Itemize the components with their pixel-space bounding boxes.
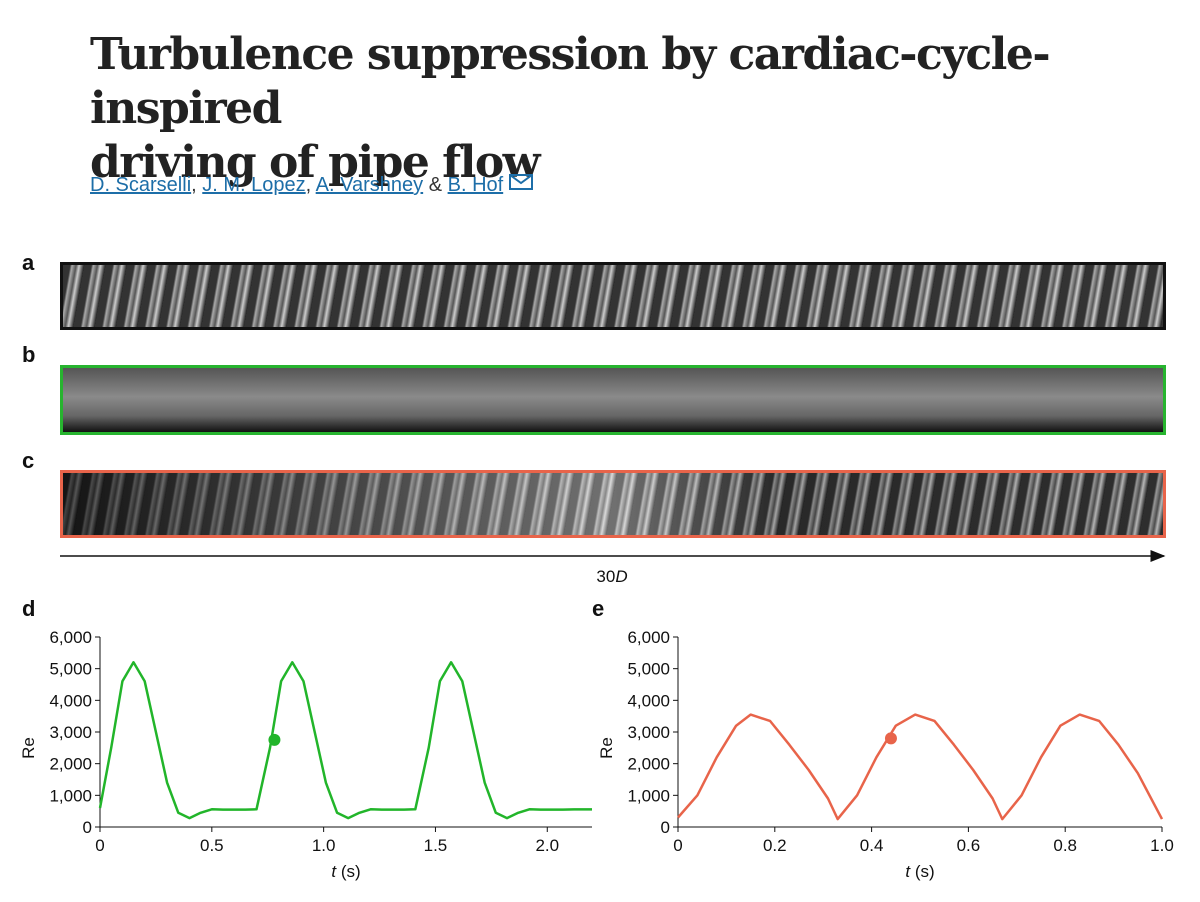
y-tick-label: 4,000: [49, 691, 92, 710]
email-icon[interactable]: [508, 174, 533, 190]
x-var: t: [331, 862, 337, 881]
x-tick-label: 0.8: [1053, 836, 1077, 855]
x-tick-label: 0: [673, 836, 682, 855]
y-tick-label: 6,000: [627, 628, 670, 647]
phase-marker: [268, 733, 281, 746]
y-tick-label: 4,000: [627, 691, 670, 710]
scale-unit: D: [615, 567, 627, 586]
article-title: Turbulence suppression by cardiac-cycle-…: [90, 28, 1200, 190]
x-tick-label: 2.0: [535, 836, 559, 855]
panel-label: c: [22, 448, 34, 473]
panel-label: e: [592, 596, 604, 621]
image-turbulent: [60, 262, 1166, 330]
x-tick-label: 0.5: [200, 836, 224, 855]
y-axis-label: Re: [19, 737, 38, 759]
y-tick-label: 1,000: [627, 786, 670, 805]
x-tick-label: 1.5: [424, 836, 448, 855]
y-axis-label: Re: [597, 737, 616, 759]
y-tick-label: 3,000: [49, 723, 92, 742]
y-tick-label: 0: [83, 818, 92, 837]
panel-label: a: [22, 250, 35, 275]
phase-marker: [884, 732, 897, 745]
y-tick-label: 1,000: [49, 786, 92, 805]
title-line: Turbulence suppression by cardiac-cycle-…: [90, 29, 1051, 134]
y-tick-label: 3,000: [627, 723, 670, 742]
x-tick-label: 0: [95, 836, 104, 855]
conjunction: &: [428, 174, 443, 196]
author-link[interactable]: D. Scarselli: [90, 174, 192, 196]
panel-label: b: [22, 342, 35, 367]
y-tick-label: 2,000: [627, 755, 670, 774]
x-tick-label: 1.0: [1150, 836, 1174, 855]
y-tick-label: 5,000: [49, 660, 92, 679]
x-tick-label: 0.2: [763, 836, 787, 855]
x-var: t: [905, 862, 911, 881]
x-unit: (s): [915, 862, 935, 881]
x-unit: (s): [341, 862, 361, 881]
separator: ,: [191, 174, 197, 196]
x-tick-label: 0.6: [957, 836, 981, 855]
scale-label: 30D: [596, 567, 627, 586]
panel-label: d: [22, 596, 35, 621]
image-laminar: [60, 365, 1166, 435]
author-link[interactable]: J. M. Lopez: [202, 174, 306, 196]
y-tick-label: 2,000: [49, 755, 92, 774]
line-series: [677, 713, 1164, 821]
separator: ,: [305, 174, 312, 196]
scale-number: 30: [596, 567, 615, 586]
line-series: [98, 661, 592, 820]
x-axis-label: t (s): [905, 862, 934, 881]
y-tick-label: 0: [661, 818, 670, 837]
image-transitional: [60, 470, 1166, 538]
y-tick-label: 5,000: [627, 660, 670, 679]
author-list: D. Scarselli, J. M. Lopez, A. Varshney &…: [90, 174, 533, 197]
author-link[interactable]: B. Hof: [447, 174, 504, 196]
x-tick-label: 0.4: [860, 836, 884, 855]
x-tick-label: 1.0: [312, 836, 336, 855]
title-line: driving of pipe flow: [90, 137, 541, 188]
author-link[interactable]: A. Varshney: [315, 174, 424, 196]
y-tick-label: 6,000: [49, 628, 92, 647]
x-axis-label: t (s): [331, 862, 360, 881]
